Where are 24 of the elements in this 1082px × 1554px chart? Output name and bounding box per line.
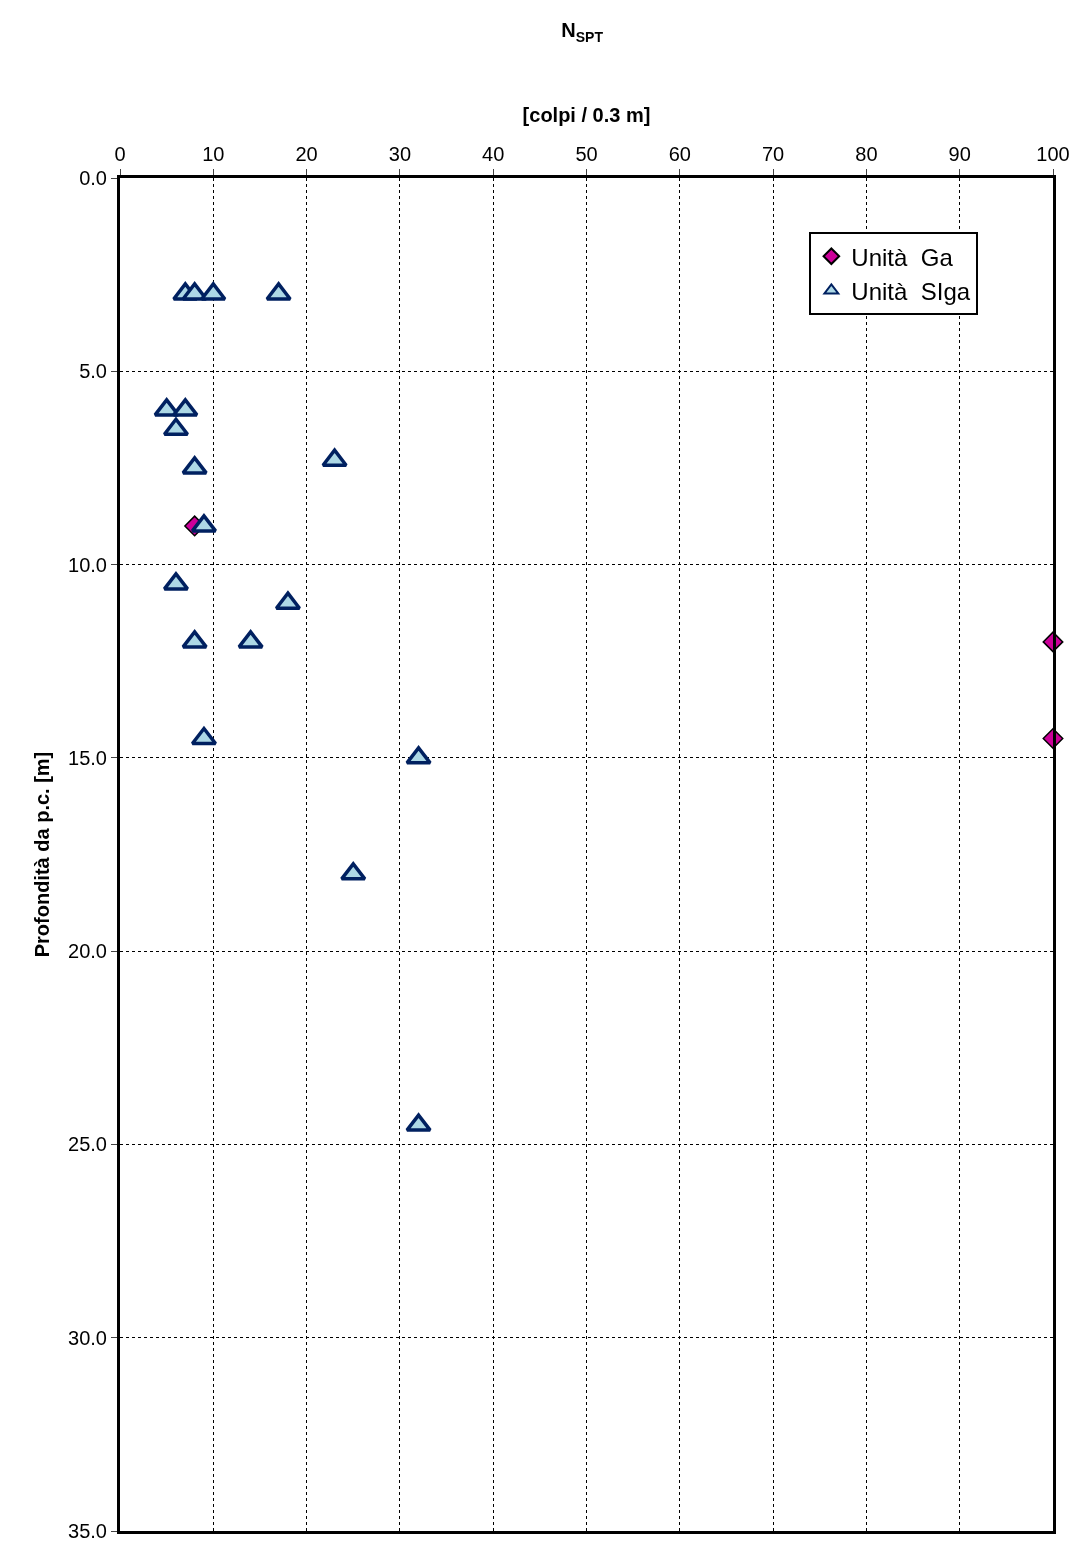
x-tick-label: 50 bbox=[575, 143, 598, 165]
x-tick-label: 30 bbox=[388, 143, 412, 165]
legend-label: Unità SIga bbox=[851, 277, 971, 305]
y-tick-label: 10.0 bbox=[68, 553, 107, 576]
legend-label: Unità Ga bbox=[851, 243, 954, 271]
y-tick-label: 15.0 bbox=[68, 746, 107, 769]
x-axis-title: [colpi / 0.3 m] bbox=[522, 103, 651, 126]
y-tick-label: 5.0 bbox=[79, 360, 107, 383]
y-tick-label: 30.0 bbox=[68, 1326, 107, 1349]
x-tick-label: 60 bbox=[668, 143, 691, 165]
y-tick-label: 35.0 bbox=[68, 1520, 107, 1542]
y-tick-label: 0.0 bbox=[79, 167, 107, 189]
x-tick-label: 70 bbox=[761, 143, 785, 165]
y-axis-title: Profondità da p.c. [m] bbox=[30, 751, 53, 958]
chart-title: N$_{SPT}$ bbox=[561, 19, 604, 45]
x-tick-label: 0 bbox=[114, 143, 126, 165]
x-tick-label: 80 bbox=[855, 143, 878, 165]
x-tick-label: 100 bbox=[1036, 143, 1070, 165]
x-tick-label: 20 bbox=[295, 143, 318, 165]
x-tick-label: 90 bbox=[948, 143, 971, 165]
y-tick-label: 25.0 bbox=[68, 1133, 107, 1156]
x-tick-label: 10 bbox=[202, 143, 225, 165]
x-tick-label: 40 bbox=[482, 143, 505, 165]
y-tick-label: 20.0 bbox=[68, 940, 107, 963]
